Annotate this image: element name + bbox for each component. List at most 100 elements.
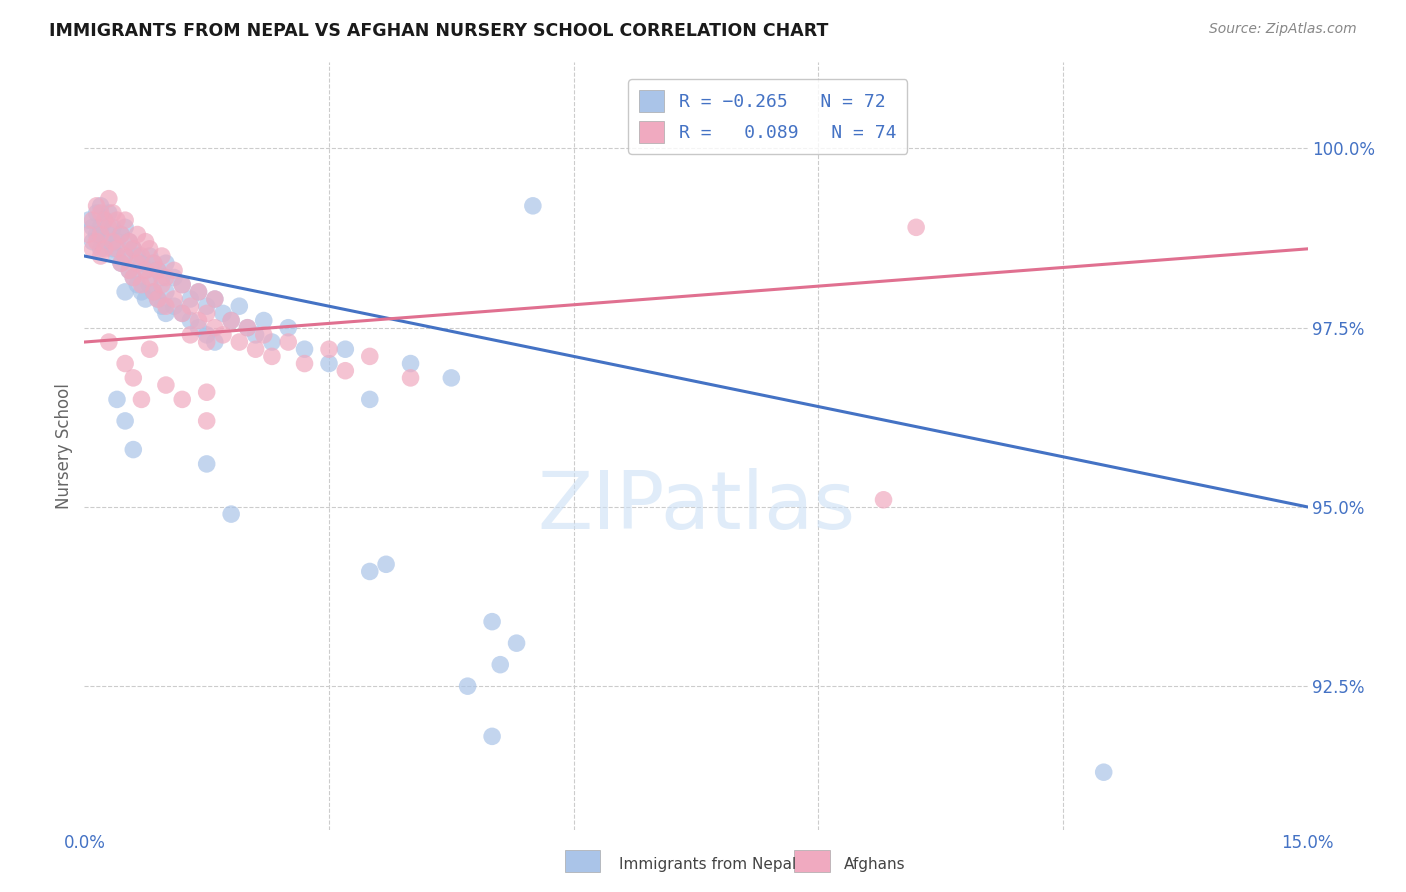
Point [150,299,173,313]
Point [122,242,145,256]
Point [228,334,250,349]
Point [114,249,136,263]
Point [146,263,169,277]
Legend: R = −0.265   N = 72, R =   0.089   N = 74: R = −0.265 N = 72, R = 0.089 N = 74 [628,79,907,154]
Point [131,277,153,292]
Point [82,220,104,235]
Point [110,256,132,270]
Point [179,292,201,306]
Point [86,227,108,242]
Point [110,256,132,270]
Point [872,492,894,507]
Point [163,299,186,313]
Point [155,256,177,270]
Point [105,242,128,256]
Point [440,371,463,385]
Point [77,213,100,227]
Point [101,220,124,235]
Point [359,350,381,364]
Point [122,242,145,256]
Point [505,636,527,650]
Point [93,213,115,227]
Point [142,285,165,299]
Point [335,342,357,356]
Point [101,242,124,256]
Point [204,320,226,334]
Point [179,299,201,313]
Point [489,657,512,672]
Point [228,299,250,313]
Point [146,292,169,306]
Point [195,457,218,471]
Point [93,213,115,227]
Point [204,292,226,306]
Point [195,306,218,320]
Point [294,342,316,356]
Point [318,342,340,356]
Point [236,320,259,334]
Point [253,313,276,327]
Point [114,220,136,235]
Point [122,270,145,285]
Text: ZIPatlas: ZIPatlas [537,468,855,547]
Point [359,565,381,579]
Point [90,242,112,256]
Point [150,270,173,285]
Point [294,357,316,371]
Point [142,256,165,270]
Point [118,235,141,249]
Point [135,263,157,277]
Point [135,292,157,306]
Point [90,249,112,263]
Point [118,263,141,277]
Point [457,679,479,693]
Point [97,227,120,242]
Point [86,206,108,220]
Point [277,334,299,349]
Point [375,558,398,572]
Point [122,270,145,285]
Point [155,306,177,320]
Point [86,235,108,249]
Point [1092,765,1115,780]
Point [219,507,242,521]
Point [195,334,218,349]
Point [253,327,276,342]
Point [155,270,177,285]
Point [195,327,218,342]
Point [172,277,194,292]
Point [114,249,136,263]
Text: Immigrants from Nepal: Immigrants from Nepal [619,857,796,872]
Point [245,342,267,356]
Point [90,206,112,220]
Point [118,263,141,277]
Point [82,235,104,249]
Point [97,192,120,206]
Point [101,206,124,220]
Point [114,213,136,227]
Point [172,277,194,292]
Point [127,277,149,292]
Point [131,249,153,263]
Point [122,442,145,457]
Point [399,371,422,385]
Point [195,385,218,400]
Point [172,392,194,407]
Point [77,227,100,242]
Point [399,357,422,371]
Point [150,277,173,292]
Point [905,220,928,235]
Point [127,249,149,263]
Point [114,285,136,299]
Point [114,357,136,371]
Point [277,320,299,334]
Text: Source: ZipAtlas.com: Source: ZipAtlas.com [1209,22,1357,37]
Point [481,615,503,629]
Point [142,285,165,299]
Point [335,364,357,378]
Point [127,256,149,270]
Point [187,285,209,299]
Point [97,334,120,349]
Point [212,327,235,342]
Text: IMMIGRANTS FROM NEPAL VS AFGHAN NURSERY SCHOOL CORRELATION CHART: IMMIGRANTS FROM NEPAL VS AFGHAN NURSERY … [49,22,828,40]
